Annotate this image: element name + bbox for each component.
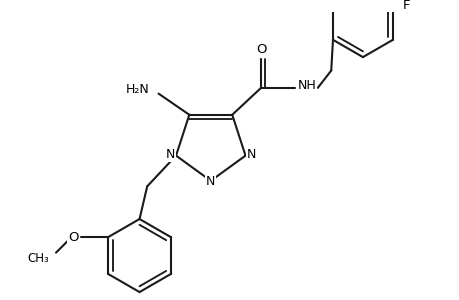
Text: N: N	[206, 175, 215, 188]
Text: N: N	[165, 148, 174, 161]
Text: H₂N: H₂N	[125, 83, 149, 96]
Text: NH: NH	[297, 80, 316, 92]
Text: N: N	[246, 148, 255, 161]
Text: O: O	[255, 43, 266, 56]
Text: O: O	[68, 231, 78, 244]
Text: CH₃: CH₃	[28, 252, 50, 265]
Text: F: F	[402, 0, 409, 12]
